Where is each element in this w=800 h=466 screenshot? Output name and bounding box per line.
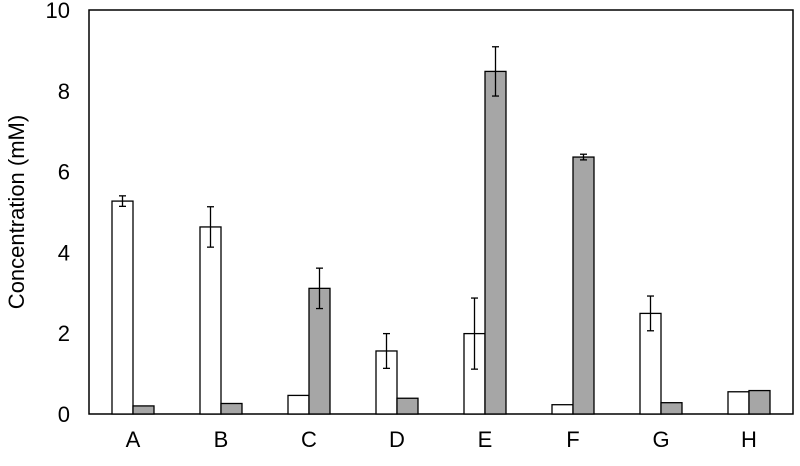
bar-E-series-2 [484,70,507,415]
bar-A-series-1 [111,200,134,415]
y-tick-label: 2 [58,321,70,346]
error-bar-E-series-1 [471,297,478,370]
error-bar-A-series-1 [119,195,126,207]
error-bar-G-series-1 [647,295,654,332]
y-tick-label: 6 [58,160,70,185]
error-bar-D-series-1 [383,332,390,369]
x-tick-label: F [566,427,579,452]
error-bar-E-series-2 [492,46,499,97]
bar-B-series-2 [220,402,243,415]
x-tick-label: G [652,427,669,452]
bar-F-series-1 [551,404,574,415]
x-tick-label: D [389,427,405,452]
bar-C-series-1 [287,394,310,415]
error-bar-F-series-2 [580,153,587,161]
x-tick-label: H [741,427,757,452]
x-tick-label: A [126,427,141,452]
y-tick-label: 0 [58,402,70,427]
x-tick-label: E [478,427,493,452]
x-tick-label: B [214,427,229,452]
bar-G-series-2 [660,402,683,415]
error-bar-C-series-2 [316,267,323,310]
y-tick-label: 10 [46,0,70,23]
y-axis-label: Concentration (mM) [4,115,29,309]
bar-H-series-1 [727,391,750,415]
bar-A-series-2 [132,405,155,415]
error-bar-B-series-1 [207,206,214,248]
bar-B-series-1 [199,226,222,415]
plot-frame [88,9,794,415]
y-tick-label: 8 [58,79,70,104]
x-tick-label: C [301,427,317,452]
bar-H-series-2 [748,389,771,415]
bar-D-series-2 [396,397,419,415]
y-tick-label: 4 [58,240,70,265]
bar-F-series-2 [572,156,595,415]
